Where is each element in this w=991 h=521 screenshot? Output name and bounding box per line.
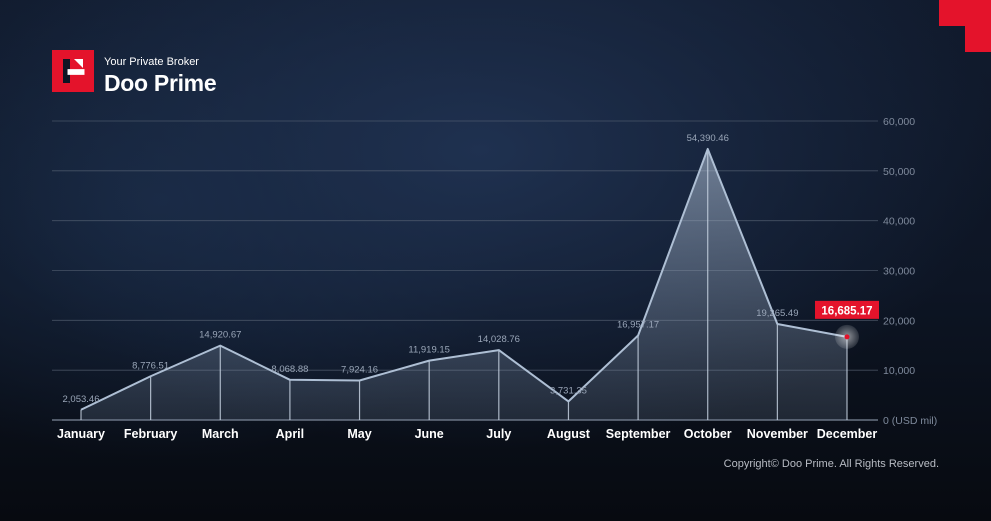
x-tick-label: September (606, 427, 671, 441)
y-tick-label: 40,000 (883, 216, 915, 228)
corner-accent-icon (939, 0, 991, 52)
x-tick-label: January (57, 427, 105, 441)
y-tick-label: 10,000 (883, 365, 915, 377)
series-area (81, 148, 847, 420)
x-tick-label: November (747, 427, 808, 441)
x-tick-label: May (347, 427, 371, 441)
brand-name: Doo Prime (104, 70, 217, 96)
data-label: 8,068.88 (271, 364, 308, 375)
data-label: 2,053.46 (63, 394, 100, 405)
data-label: 3,731.35 (550, 385, 587, 396)
data-label: 7,924.16 (341, 365, 378, 376)
series-line (80, 147, 848, 411)
y-tick-label: 50,000 (883, 166, 915, 178)
y-tick-label: 20,000 (883, 315, 915, 327)
data-label: 16,685.17 (821, 305, 872, 317)
doo-prime-logo-icon (52, 50, 94, 92)
highlight-value-badge: 16,685.17 (815, 300, 879, 319)
x-tick-label: July (486, 427, 511, 441)
data-label: 14,920.67 (199, 330, 241, 341)
data-label: 8,776.51 (132, 360, 169, 371)
y-tick-label: 30,000 (883, 266, 915, 278)
x-tick-label: February (124, 427, 178, 441)
data-label: 19,265.49 (756, 308, 798, 319)
x-tick-label: October (684, 427, 732, 441)
x-tick-label: December (817, 427, 878, 441)
data-label: 16,957.17 (617, 319, 659, 330)
x-tick-label: April (276, 427, 304, 441)
x-tick-label: June (415, 427, 444, 441)
x-tick-label: March (202, 427, 239, 441)
brand-tagline: Your Private Broker (104, 56, 199, 68)
y-tick-label: 0 (USD mil) (883, 415, 937, 427)
x-tick-label: August (547, 427, 591, 441)
highlight-dot (844, 334, 850, 340)
data-label: 11,919.15 (408, 345, 450, 356)
data-label: 54,390.46 (687, 133, 729, 144)
y-tick-label: 60,000 (883, 116, 915, 128)
copyright-text: Copyright© Doo Prime. All Rights Reserve… (723, 458, 939, 470)
data-label: 14,028.76 (478, 334, 520, 345)
